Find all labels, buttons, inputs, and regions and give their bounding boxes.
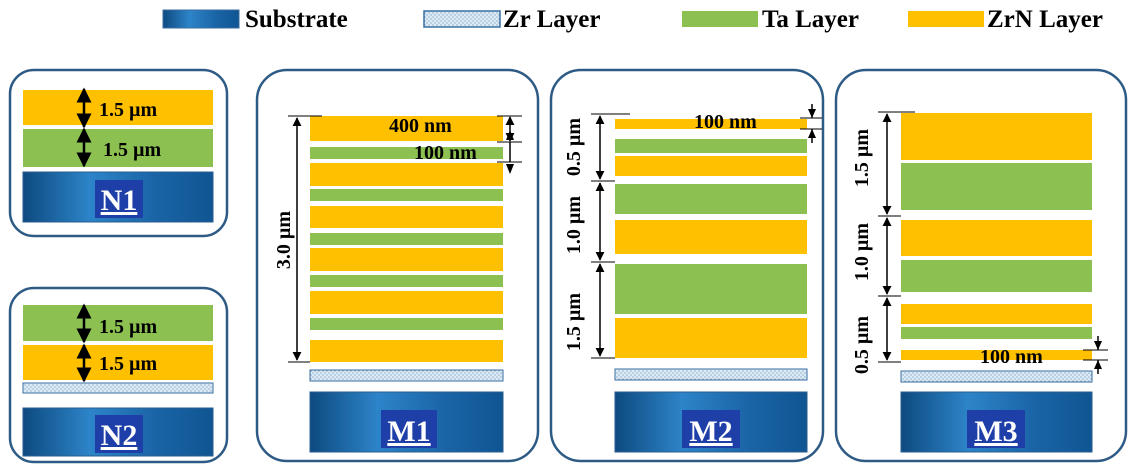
zrn-layer bbox=[615, 318, 807, 358]
legend-label-zrn: ZrN Layer bbox=[987, 6, 1103, 33]
zrn-layer bbox=[310, 340, 503, 362]
sample-label-bg bbox=[95, 415, 143, 453]
dim-label: 100 nm bbox=[414, 142, 477, 164]
ta-layer bbox=[310, 189, 503, 201]
zrn-layer bbox=[615, 220, 807, 254]
ta-layer bbox=[615, 264, 807, 314]
ta-layer bbox=[310, 275, 503, 287]
dim-label: 1.5 µm bbox=[563, 293, 585, 352]
ta-layer bbox=[901, 327, 1092, 339]
zrn-layer bbox=[901, 220, 1092, 256]
dim-label: 0.5 µm bbox=[851, 316, 873, 375]
dim-label: 1.5 µm bbox=[851, 129, 873, 188]
sample-label-bg bbox=[95, 180, 143, 218]
dimension-arrowhead bbox=[1094, 341, 1102, 350]
ta-layer bbox=[23, 129, 213, 167]
dim-label: 0.5 µm bbox=[563, 118, 585, 177]
zrn-layer bbox=[310, 206, 503, 228]
layer-stack bbox=[615, 119, 807, 358]
dim-label: 1.0 µm bbox=[563, 196, 585, 255]
ta-layer bbox=[901, 260, 1092, 292]
legend: Substrate Zr Layer Ta Layer ZrN Layer bbox=[162, 6, 1103, 33]
dim-label: 1.5 µm bbox=[99, 316, 158, 338]
dimension-arrowhead bbox=[808, 109, 816, 118]
zr-layer bbox=[614, 368, 808, 381]
sample-label: N2 bbox=[101, 419, 138, 452]
sample-n2: N2 1.5 µm 1.5 µm bbox=[8, 286, 229, 464]
legend-item-ta: Ta Layer bbox=[682, 6, 859, 33]
dim-label-total: 3.0 µm bbox=[273, 211, 295, 270]
zrn-layer bbox=[901, 304, 1092, 324]
zrn-layer bbox=[615, 119, 807, 129]
zrn-layer-swatch bbox=[908, 11, 984, 27]
zrn-layer bbox=[23, 345, 213, 380]
zr-layer bbox=[309, 369, 504, 382]
zrn-layer bbox=[310, 291, 503, 314]
dim-label: 1.5 µm bbox=[99, 99, 158, 121]
ta-layer bbox=[23, 305, 213, 341]
dim-label: 1.5 µm bbox=[103, 139, 162, 161]
dim-label: 100 nm bbox=[980, 346, 1043, 368]
zrn-layer bbox=[310, 116, 503, 141]
ta-layer bbox=[310, 233, 503, 245]
ta-layer bbox=[901, 163, 1092, 210]
dimension-arrowhead bbox=[1094, 360, 1102, 369]
zr-layer bbox=[900, 370, 1093, 383]
layer-stack bbox=[901, 113, 1092, 360]
sample-label: M3 bbox=[974, 415, 1017, 448]
zrn-layer bbox=[615, 156, 807, 176]
zrn-layer bbox=[901, 113, 1092, 160]
sample-label-bg bbox=[381, 410, 437, 448]
legend-item-zrn: ZrN Layer bbox=[908, 6, 1103, 33]
legend-label-zr: Zr Layer bbox=[503, 6, 600, 33]
zrn-layer bbox=[23, 90, 213, 125]
legend-item-substrate: Substrate bbox=[162, 6, 348, 33]
ta-layer bbox=[310, 147, 503, 159]
ta-layer bbox=[615, 184, 807, 214]
sample-label: M2 bbox=[689, 415, 732, 448]
ta-layer-swatch bbox=[682, 11, 758, 27]
substrate-swatch bbox=[162, 9, 240, 29]
sample-label-bg bbox=[967, 410, 1025, 448]
layer-stack bbox=[310, 116, 503, 362]
zrn-layer bbox=[901, 350, 1092, 360]
dimension-arrowhead bbox=[506, 164, 514, 174]
legend-item-zr: Zr Layer bbox=[423, 6, 600, 33]
legend-label-substrate: Substrate bbox=[245, 6, 348, 33]
legend-label-ta: Ta Layer bbox=[762, 6, 859, 33]
zrn-layer bbox=[310, 248, 503, 271]
sample-label: N1 bbox=[101, 184, 138, 217]
zr-layer bbox=[22, 382, 214, 394]
zrn-layer bbox=[310, 163, 503, 186]
ta-layer bbox=[615, 139, 807, 153]
sample-label-bg bbox=[682, 410, 740, 448]
sample-m3: M3 1.5 µm 1.0 µm 0.5 µm 100 nm bbox=[834, 68, 1128, 463]
sample-m1: M1 3.0 µm 400 nm 100 nm bbox=[255, 68, 540, 463]
sample-n1: N1 1.5 µm 1.5 µm bbox=[8, 68, 229, 238]
sample-label: M1 bbox=[387, 415, 430, 448]
zr-layer-swatch bbox=[423, 10, 501, 28]
ta-layer bbox=[310, 318, 503, 330]
dim-label: 400 nm bbox=[389, 115, 452, 137]
dim-label: 1.5 µm bbox=[99, 353, 158, 375]
sample-m2: M2 0.5 µm 1.0 µm 1.5 µm 100 nm bbox=[549, 68, 825, 463]
dimension-arrowhead bbox=[506, 130, 514, 140]
dim-label: 1.0 µm bbox=[851, 223, 873, 282]
dimension-arrowhead bbox=[808, 129, 816, 138]
dim-label: 100 nm bbox=[694, 111, 757, 133]
